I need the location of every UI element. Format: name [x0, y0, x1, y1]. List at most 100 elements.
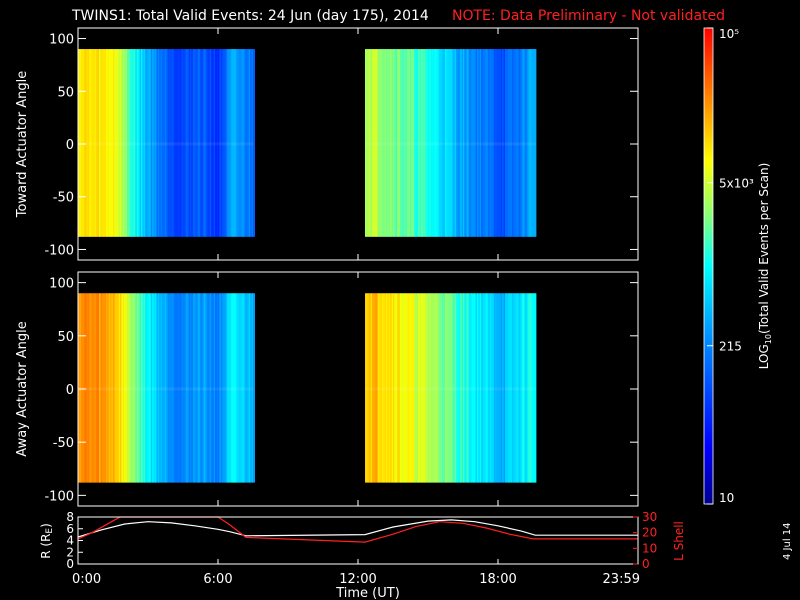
- heatmap-column: [160, 49, 163, 237]
- heatmap-column: [157, 293, 160, 483]
- heatmap-column: [150, 49, 153, 237]
- heatmap-column: [135, 49, 138, 237]
- heatmap-column: [229, 49, 232, 237]
- heatmap-column: [248, 293, 251, 483]
- heatmap-column: [152, 293, 155, 483]
- heatmap-column: [171, 49, 174, 237]
- colorbar-tick-label: 10: [719, 491, 734, 505]
- heatmap-column: [449, 49, 451, 237]
- heatmap-column: [114, 49, 117, 237]
- heatmap-column: [190, 293, 192, 483]
- heatmap-column: [253, 293, 255, 483]
- heatmap-column: [381, 293, 384, 483]
- heatmap-column: [519, 293, 521, 483]
- heatmap-column: [246, 293, 248, 483]
- heatmap-column: [453, 293, 456, 483]
- heatmap-column: [464, 49, 467, 237]
- heatmap-column: [365, 49, 367, 237]
- heatmap-column: [188, 49, 191, 237]
- heatmap-column: [514, 293, 517, 483]
- heatmap-column: [492, 293, 495, 483]
- heatmap-column: [428, 49, 430, 237]
- heatmap-column: [513, 293, 516, 483]
- heatmap-column: [104, 293, 107, 483]
- heatmap-column: [526, 49, 528, 237]
- colorbar-tick-label: 5x10³: [719, 177, 754, 191]
- heatmap-column: [468, 49, 471, 237]
- heatmap-column: [467, 293, 470, 483]
- lshell-tick-label: 30: [642, 510, 657, 524]
- heatmap-column: [213, 293, 216, 483]
- heatmap-column: [436, 49, 439, 237]
- heatmap-column: [93, 293, 96, 483]
- heatmap-column: [190, 49, 192, 237]
- heatmap-column: [370, 49, 373, 237]
- heatmap-column: [103, 293, 106, 483]
- heatmap-column: [449, 293, 451, 483]
- heatmap-column: [222, 293, 225, 483]
- heatmap-column: [409, 293, 412, 483]
- heatmap-column: [478, 49, 481, 237]
- heatmap-column: [489, 293, 492, 483]
- heatmap-column: [100, 293, 103, 483]
- heatmap-column: [517, 49, 520, 237]
- heatmap-column: [237, 293, 240, 483]
- heatmap-column: [372, 293, 374, 483]
- zero-angle-band: [365, 387, 536, 391]
- heatmap-column: [187, 293, 190, 483]
- heatmap-column: [240, 293, 243, 483]
- heatmap-column: [435, 293, 437, 483]
- heatmap-column: [212, 49, 215, 237]
- heatmap-column: [477, 49, 479, 237]
- heatmap-column: [79, 293, 82, 483]
- heatmap-column: [212, 293, 215, 483]
- heatmap-column: [437, 49, 440, 237]
- heatmap-column: [82, 49, 85, 237]
- heatmap-column: [156, 293, 159, 483]
- heatmap-column: [86, 293, 89, 483]
- y-tick-label: -100: [44, 243, 74, 258]
- heatmap-column: [524, 49, 527, 237]
- heatmap-column: [99, 293, 101, 483]
- heatmap-column: [366, 49, 369, 237]
- heatmap-column: [467, 49, 470, 237]
- heatmap-column: [402, 293, 405, 483]
- heatmap-column: [426, 293, 429, 483]
- heatmap-column: [181, 49, 184, 237]
- heatmap-column: [451, 293, 454, 483]
- heatmap-column: [533, 293, 535, 483]
- heatmap-column: [407, 293, 409, 483]
- heatmap-column: [185, 49, 188, 237]
- r-tick-label: 4: [66, 534, 74, 548]
- heatmap-column: [495, 49, 498, 237]
- heatmap-column: [461, 293, 464, 483]
- heatmap-column: [482, 49, 485, 237]
- heatmap-column: [138, 49, 141, 237]
- heatmap-column: [234, 293, 237, 483]
- heatmap-column: [369, 293, 372, 483]
- heatmap-column: [125, 293, 128, 483]
- heatmap-column: [465, 293, 468, 483]
- heatmap-column: [520, 49, 523, 237]
- heatmap-column: [192, 49, 195, 237]
- heatmap-column: [500, 293, 503, 483]
- heatmap-column: [470, 49, 472, 237]
- toward-y-label: Toward Actuator Angle: [15, 71, 30, 218]
- heatmap-column: [450, 49, 453, 237]
- toward-heatmap: [78, 49, 537, 237]
- heatmap-column: [428, 293, 430, 483]
- heatmap-column: [206, 293, 209, 483]
- time-tick-label: 12:00: [339, 572, 376, 587]
- heatmap-column: [248, 49, 251, 237]
- heatmap-column: [82, 293, 85, 483]
- heatmap-column: [465, 49, 468, 237]
- heatmap-column: [183, 293, 185, 483]
- heatmap-column: [117, 293, 120, 483]
- heatmap-column: [415, 293, 418, 483]
- heatmap-column: [124, 293, 127, 483]
- heatmap-column: [372, 49, 374, 237]
- heatmap-column: [121, 49, 124, 237]
- heatmap-column: [164, 293, 167, 483]
- heatmap-column: [514, 49, 517, 237]
- y-tick-label: 50: [57, 85, 74, 100]
